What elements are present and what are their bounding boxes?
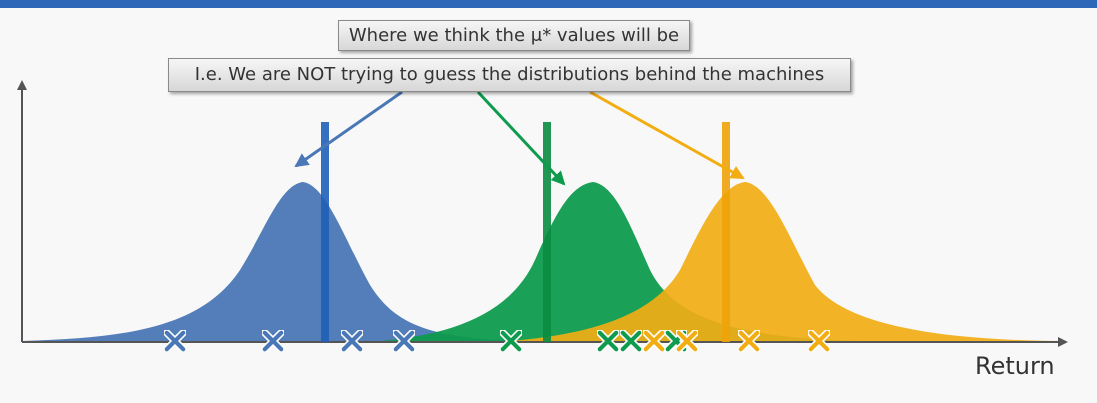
mu-star-callout: Where we think the μ* values will be xyxy=(338,20,690,51)
blue-pointer-arrow xyxy=(294,90,403,168)
x-axis-label: Return xyxy=(975,352,1055,380)
green-distribution-curve xyxy=(380,182,860,341)
blue-distribution-curve xyxy=(22,182,520,341)
yellow-distribution-curve xyxy=(510,182,1060,341)
blue-mu-star-line xyxy=(321,122,329,342)
clarification-callout: I.e. We are NOT trying to guess the dist… xyxy=(168,58,851,92)
yellow-mu-star-line xyxy=(722,122,730,342)
yellow-pointer-arrow xyxy=(589,90,745,180)
slide-top-bar xyxy=(0,0,1097,8)
green-pointer-arrow xyxy=(476,90,566,186)
green-mu-star-line xyxy=(543,122,551,342)
